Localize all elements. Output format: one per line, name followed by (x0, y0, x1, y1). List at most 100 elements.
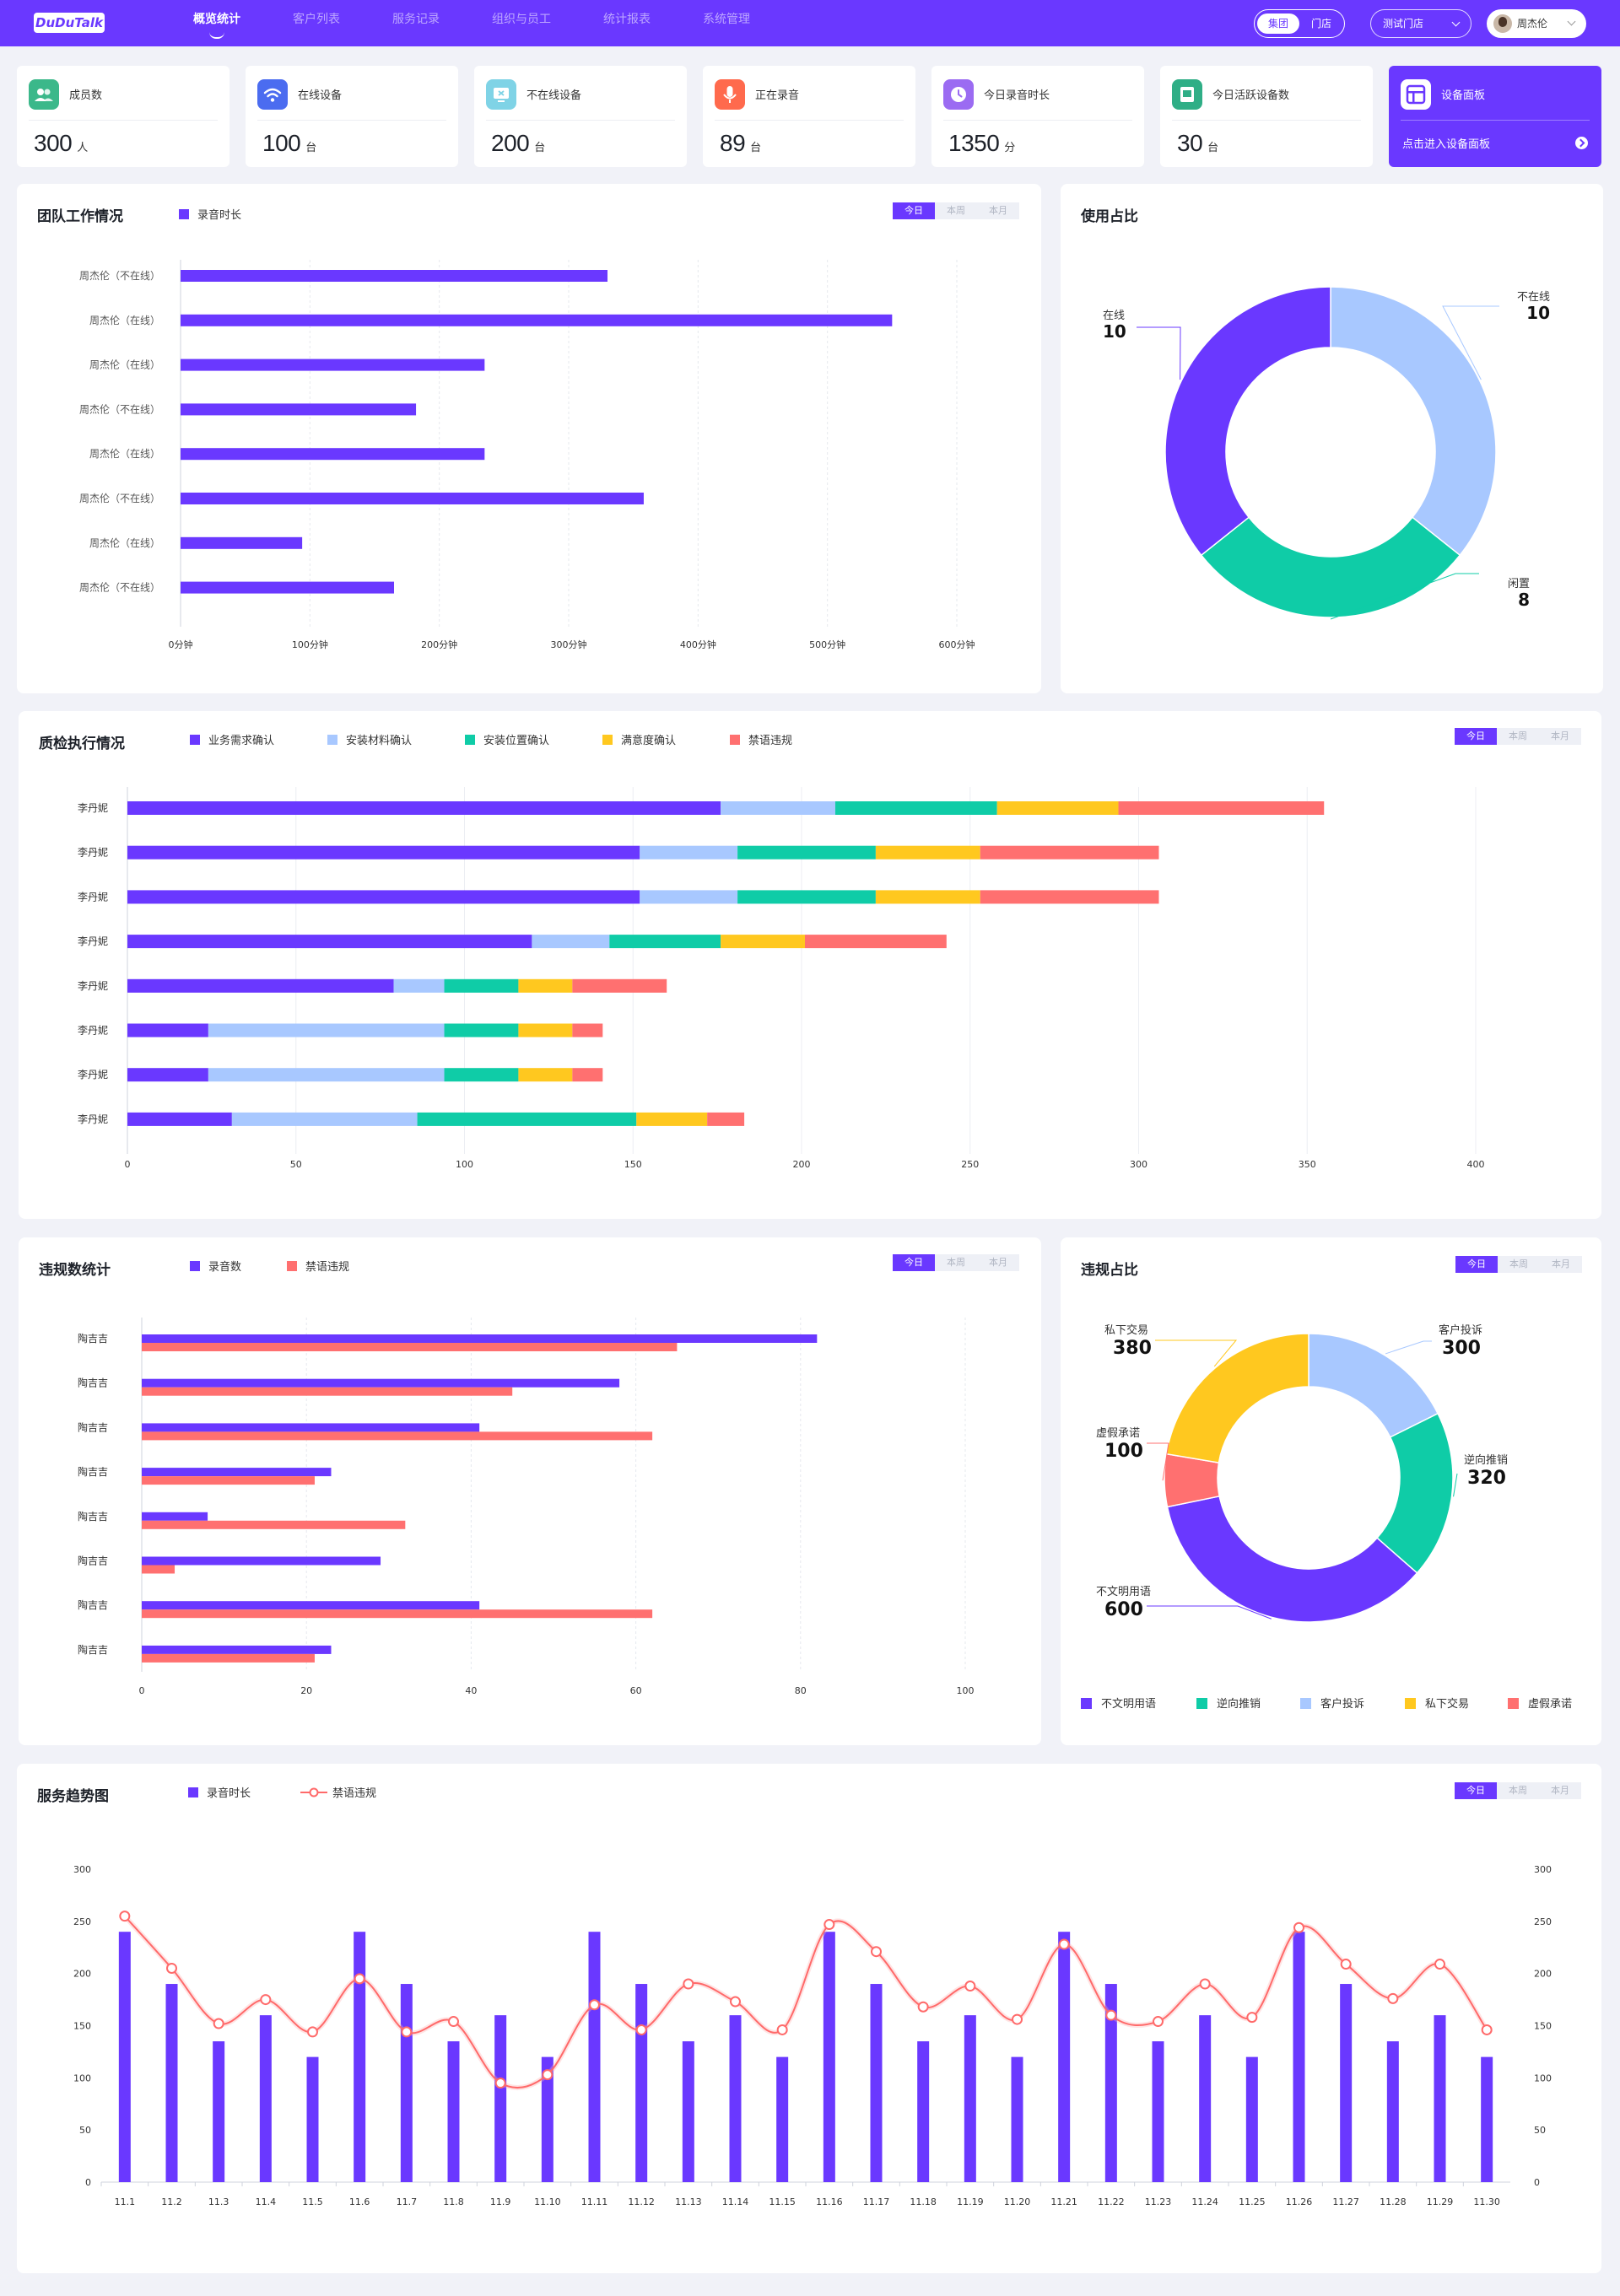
y-tick-label: 100 (73, 2072, 91, 2083)
stat-value: 300 人 (34, 130, 88, 157)
y-tick-label: 250 (73, 1916, 91, 1927)
line-point (683, 1978, 694, 1990)
bar (142, 1565, 176, 1574)
nav-system[interactable]: 系统管理 (703, 13, 750, 26)
user-menu[interactable]: 周杰伦 (1487, 9, 1586, 38)
microphone-icon (715, 79, 745, 110)
stat-value: 89 台 (720, 130, 761, 157)
x-tick-label: 80 (795, 1685, 807, 1696)
y-tick-label: 陶吉吉 (78, 1598, 108, 1611)
legend-label: 客户投诉 (1320, 1697, 1364, 1711)
tab-month[interactable]: 本月 (977, 202, 1019, 219)
stat-number: 30 (1177, 130, 1203, 156)
pie-slice (1165, 1333, 1310, 1463)
tab-today[interactable]: 今日 (1455, 728, 1497, 745)
y-tick-label: 陶吉吉 (78, 1420, 108, 1433)
x-tick-label: 11.12 (628, 2196, 655, 2207)
stat-unit: 台 (1207, 141, 1218, 154)
wifi-icon (257, 79, 288, 110)
stat-label: 在线设备 (298, 89, 343, 102)
tab-today[interactable]: 今日 (893, 202, 935, 219)
bar (142, 1476, 315, 1485)
y-tick-label-right: 200 (1534, 1969, 1552, 1980)
bar (142, 1343, 678, 1351)
slice-value: 10 (1526, 303, 1550, 323)
tab-today[interactable]: 今日 (893, 1254, 935, 1271)
tab-week[interactable]: 本周 (935, 1254, 977, 1271)
device-panel-card[interactable]: 设备面板 点击进入设备面板 (1389, 66, 1601, 167)
legend-swatch (327, 735, 338, 745)
bar (1104, 1984, 1117, 2182)
y-tick-label: 200 (73, 1969, 91, 1980)
legend-swatch (602, 735, 613, 745)
x-tick-label: 600分钟 (939, 639, 975, 650)
nav-overview[interactable]: 概览统计 (193, 0, 240, 46)
tab-month[interactable]: 本月 (977, 1254, 1019, 1271)
slice-value: 320 (1467, 1468, 1506, 1489)
bar-segment (996, 801, 1119, 815)
bar (142, 1512, 208, 1521)
scope-group-button[interactable]: 集团 (1257, 13, 1299, 34)
store-select[interactable]: 测试门店 (1370, 9, 1472, 38)
tab-month[interactable]: 本月 (1539, 728, 1581, 745)
tab-month[interactable]: 本月 (1540, 1256, 1582, 1273)
legend-swatch (190, 1261, 200, 1271)
bar (306, 2056, 319, 2182)
chart-title: 违规数统计 (39, 1262, 111, 1279)
nav-service-records[interactable]: 服务记录 (392, 13, 440, 26)
period-tabs: 今日 本周 本月 (893, 202, 1019, 219)
y-tick-label: 周杰伦（在线） (89, 358, 160, 371)
legend-label: 私下交易 (1425, 1697, 1469, 1711)
line-legend-icon (300, 1787, 327, 1797)
scope-store-button[interactable]: 门店 (1310, 18, 1331, 30)
slice-label: 在线 (1103, 310, 1125, 322)
line-point (1012, 2013, 1023, 2025)
tab-today[interactable]: 今日 (1455, 1256, 1498, 1273)
chevron-down-icon (1567, 17, 1576, 26)
nav-reports[interactable]: 统计报表 (603, 13, 651, 26)
legend-swatch (1196, 1698, 1207, 1709)
x-tick-label: 250 (961, 1159, 979, 1170)
bar (181, 358, 485, 371)
bar-segment (572, 1023, 603, 1038)
tab-today[interactable]: 今日 (1455, 1782, 1497, 1799)
y-tick-label: 李丹妮 (78, 979, 108, 992)
bar-segment (518, 1068, 573, 1082)
stat-label: 不在线设备 (526, 89, 582, 102)
tab-month[interactable]: 本月 (1539, 1782, 1581, 1799)
bar (1481, 2056, 1493, 2182)
nav-customers[interactable]: 客户列表 (293, 13, 340, 26)
y-tick-label: 0 (85, 2177, 91, 2188)
x-tick-label: 400 (1467, 1159, 1485, 1170)
y-tick-label-right: 0 (1534, 2177, 1540, 2188)
tab-week[interactable]: 本周 (1498, 1256, 1540, 1273)
line-point (542, 2069, 554, 2081)
tab-week[interactable]: 本周 (1497, 728, 1539, 745)
bar (181, 270, 608, 282)
pie-slice (1166, 1495, 1418, 1623)
clock-icon (943, 79, 974, 110)
arrow-right-icon[interactable] (1575, 137, 1588, 149)
x-tick-label: 500分钟 (809, 639, 845, 650)
divider (486, 120, 675, 121)
app-logo[interactable]: DuDuTalk (34, 13, 105, 33)
avatar (1493, 14, 1512, 33)
nav-org-staff[interactable]: 组织与员工 (492, 13, 551, 26)
slice-label: 虚假承诺 (1096, 1427, 1140, 1440)
x-tick-label: 11.19 (957, 2196, 984, 2207)
divider (1172, 120, 1361, 121)
y-tick-label: 陶吉吉 (78, 1377, 108, 1389)
x-tick-label: 11.16 (816, 2196, 843, 2207)
bar (1340, 1984, 1353, 2182)
bar (1058, 1932, 1071, 2182)
tab-week[interactable]: 本周 (935, 202, 977, 219)
bar-segment (640, 845, 738, 860)
bar-segment (636, 1112, 708, 1126)
device-panel-link[interactable]: 点击进入设备面板 (1402, 138, 1491, 151)
bar-segment (127, 801, 721, 815)
tab-week[interactable]: 本周 (1497, 1782, 1539, 1799)
bar-segment (980, 890, 1159, 904)
line-point (871, 1946, 882, 1958)
violation-share-donut: 客户投诉300逆向推销320不文明用语600虚假承诺100私下交易380不文明用… (1081, 1323, 1572, 1711)
bar-segment (875, 890, 980, 904)
